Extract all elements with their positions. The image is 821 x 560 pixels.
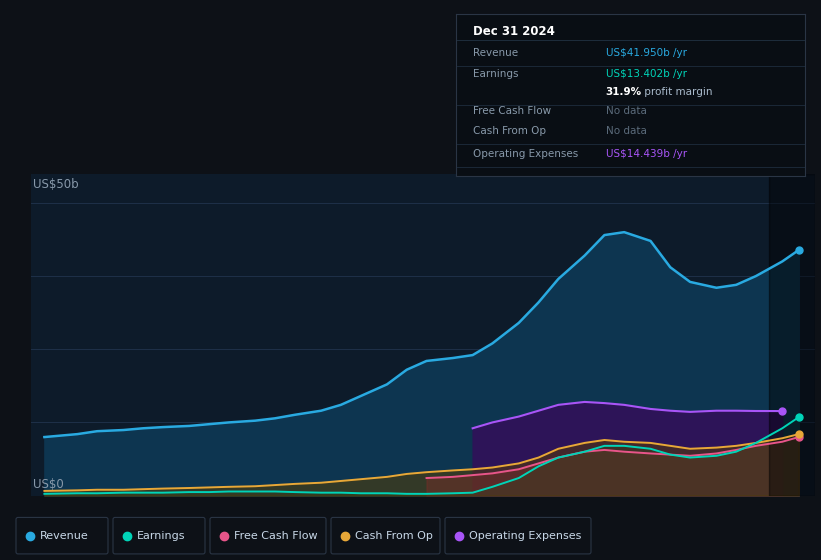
Text: 31.9%: 31.9% xyxy=(606,87,642,97)
Text: Free Cash Flow: Free Cash Flow xyxy=(473,106,551,116)
Text: US$14.439b /yr: US$14.439b /yr xyxy=(606,148,687,158)
Text: US$0: US$0 xyxy=(33,478,63,491)
Text: Cash From Op: Cash From Op xyxy=(355,531,433,540)
Text: Operating Expenses: Operating Expenses xyxy=(469,531,581,540)
Text: Cash From Op: Cash From Op xyxy=(473,126,546,136)
Text: Earnings: Earnings xyxy=(137,531,186,540)
Text: Revenue: Revenue xyxy=(473,48,518,58)
Text: profit margin: profit margin xyxy=(640,87,712,97)
Bar xyxy=(769,174,815,496)
Text: Dec 31 2024: Dec 31 2024 xyxy=(473,25,555,39)
Text: Operating Expenses: Operating Expenses xyxy=(473,148,578,158)
Text: No data: No data xyxy=(606,126,647,136)
Text: US$50b: US$50b xyxy=(33,179,78,192)
Text: Earnings: Earnings xyxy=(473,69,519,79)
Text: Revenue: Revenue xyxy=(40,531,89,540)
Text: Free Cash Flow: Free Cash Flow xyxy=(234,531,318,540)
Text: US$41.950b /yr: US$41.950b /yr xyxy=(606,48,686,58)
Text: US$13.402b /yr: US$13.402b /yr xyxy=(606,69,686,79)
Text: No data: No data xyxy=(606,106,647,116)
